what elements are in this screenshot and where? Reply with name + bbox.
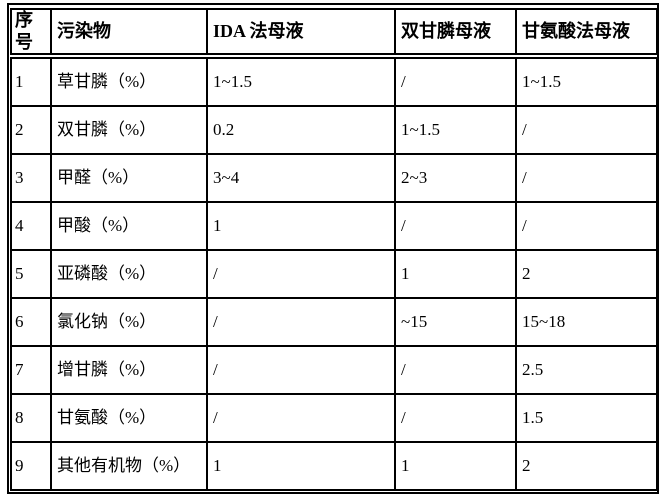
cell-glycine-value: 1.5 (515, 393, 658, 444)
header-pmida-mother-liquor: 双甘膦母液 (394, 7, 517, 60)
cell-seq: 9 (10, 441, 52, 492)
cell-seq: 6 (10, 297, 52, 348)
table-row: 5 亚磷酸（%） / 1 2 (10, 249, 658, 300)
cell-pollutant: 甲酸（%） (50, 201, 208, 252)
table-row: 4 甲酸（%） 1 / / (10, 201, 658, 252)
cell-pmida-value: ~15 (394, 297, 517, 348)
table-header-row: 序号 污染物 IDA 法母液 双甘膦母液 甘氨酸法母液 (10, 7, 658, 60)
cell-pmida-value: 2~3 (394, 153, 517, 204)
cell-ida-value: / (206, 249, 396, 300)
header-seq: 序号 (10, 7, 52, 60)
table-outer-frame: 序号 污染物 IDA 法母液 双甘膦母液 甘氨酸法母液 1 草甘膦（%） 1~1… (7, 3, 659, 494)
cell-seq: 7 (10, 345, 52, 396)
cell-seq: 2 (10, 105, 52, 156)
table-row: 8 甘氨酸（%） / / 1.5 (10, 393, 658, 444)
cell-pmida-value: 1 (394, 249, 517, 300)
cell-pollutant: 双甘膦（%） (50, 105, 208, 156)
cell-glycine-value: 2 (515, 441, 658, 492)
cell-glycine-value: / (515, 153, 658, 204)
table-row: 3 甲醛（%） 3~4 2~3 / (10, 153, 658, 204)
cell-pmida-value: / (394, 201, 517, 252)
table-row: 7 增甘膦（%） / / 2.5 (10, 345, 658, 396)
cell-pollutant: 氯化钠（%） (50, 297, 208, 348)
header-glycine-mother-liquor: 甘氨酸法母液 (515, 7, 658, 60)
cell-glycine-value: 2 (515, 249, 658, 300)
cell-seq: 3 (10, 153, 52, 204)
table-row: 6 氯化钠（%） / ~15 15~18 (10, 297, 658, 348)
header-ida-mother-liquor: IDA 法母液 (206, 7, 396, 60)
cell-ida-value: 1~1.5 (206, 55, 396, 108)
cell-pmida-value: / (394, 393, 517, 444)
cell-ida-value: 0.2 (206, 105, 396, 156)
table-row: 9 其他有机物（%） 1 1 2 (10, 441, 658, 492)
cell-pmida-value: 1~1.5 (394, 105, 517, 156)
cell-pmida-value: / (394, 55, 517, 108)
cell-glycine-value: / (515, 201, 658, 252)
cell-ida-value: / (206, 393, 396, 444)
cell-pollutant: 甲醛（%） (50, 153, 208, 204)
table-row: 1 草甘膦（%） 1~1.5 / 1~1.5 (10, 55, 658, 108)
cell-pollutant: 其他有机物（%） (50, 441, 208, 492)
cell-pmida-value: / (394, 345, 517, 396)
cell-seq: 1 (10, 55, 52, 108)
cell-seq: 8 (10, 393, 52, 444)
cell-pollutant: 增甘膦（%） (50, 345, 208, 396)
cell-ida-value: / (206, 345, 396, 396)
cell-glycine-value: 2.5 (515, 345, 658, 396)
cell-seq: 4 (10, 201, 52, 252)
cell-glycine-value: / (515, 105, 658, 156)
cell-ida-value: 3~4 (206, 153, 396, 204)
pollutant-table: 序号 污染物 IDA 法母液 双甘膦母液 甘氨酸法母液 1 草甘膦（%） 1~1… (10, 7, 658, 492)
cell-pollutant: 甘氨酸（%） (50, 393, 208, 444)
cell-pmida-value: 1 (394, 441, 517, 492)
table-row: 2 双甘膦（%） 0.2 1~1.5 / (10, 105, 658, 156)
cell-glycine-value: 15~18 (515, 297, 658, 348)
cell-glycine-value: 1~1.5 (515, 55, 658, 108)
cell-ida-value: 1 (206, 441, 396, 492)
cell-seq: 5 (10, 249, 52, 300)
header-pollutant: 污染物 (50, 7, 208, 60)
cell-pollutant: 草甘膦（%） (50, 55, 208, 108)
cell-ida-value: / (206, 297, 396, 348)
cell-ida-value: 1 (206, 201, 396, 252)
cell-pollutant: 亚磷酸（%） (50, 249, 208, 300)
